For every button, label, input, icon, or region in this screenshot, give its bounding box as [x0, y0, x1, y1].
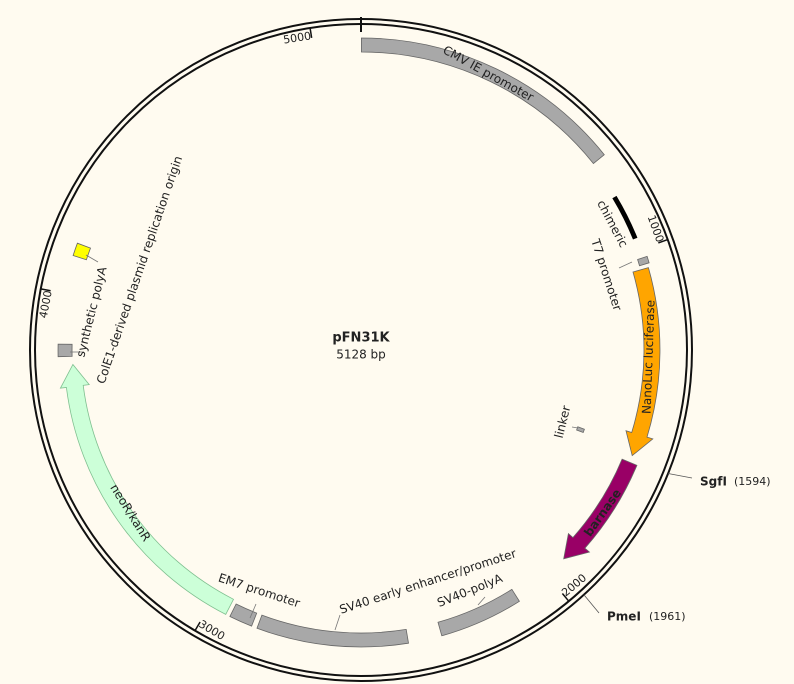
plasmid-name: pFN31K	[332, 331, 390, 346]
feature	[256, 614, 409, 648]
feature	[59, 363, 235, 615]
feature	[229, 603, 258, 627]
site-name: SgfI	[700, 475, 727, 489]
feature	[637, 255, 650, 267]
tick-mark	[561, 593, 570, 602]
leader-line	[249, 603, 257, 619]
tick-mark	[40, 288, 51, 292]
tick-mark	[309, 27, 313, 38]
tick-label: 4000	[37, 289, 55, 319]
feature	[612, 195, 638, 240]
leader-line	[334, 614, 341, 631]
feature	[576, 426, 585, 434]
feature	[437, 588, 520, 637]
site-position: (1594)	[734, 475, 771, 488]
site-name: PmeI	[607, 610, 641, 624]
site-line	[668, 473, 693, 479]
feature	[625, 267, 661, 457]
leader-line	[618, 261, 633, 269]
leader-line	[477, 596, 486, 606]
tick-mark	[194, 621, 201, 631]
tick-mark	[658, 238, 668, 244]
feature-label: NanoLuc luciferase	[640, 300, 658, 415]
feature	[361, 37, 605, 165]
feature	[57, 343, 73, 358]
feature	[72, 242, 92, 261]
site-position: (1961)	[649, 610, 686, 623]
leader-line	[85, 254, 99, 263]
plasmid-length: 5128 bp	[336, 348, 386, 362]
tick-label: 5000	[282, 29, 312, 46]
leader-line	[571, 426, 579, 429]
site-line	[583, 594, 600, 614]
feature	[563, 458, 638, 560]
